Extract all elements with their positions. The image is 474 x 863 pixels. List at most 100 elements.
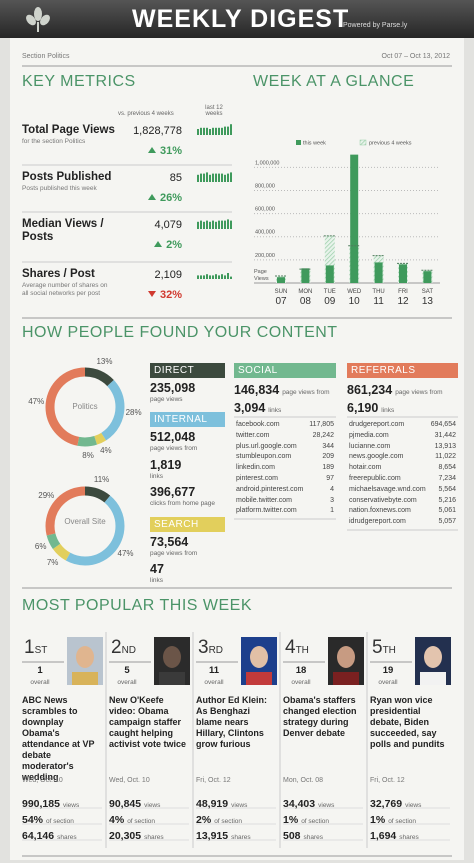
- site-name: platform.twitter.com: [236, 507, 297, 515]
- stat-label: views: [62, 802, 80, 809]
- thumbnail-face: [337, 646, 355, 668]
- metric-value: 85: [169, 172, 182, 184]
- rank-suffix: TH: [382, 645, 396, 656]
- change-arrow: [147, 291, 156, 297]
- section-title: WEEK AT A GLANCE: [253, 73, 415, 90]
- small-label: links: [268, 407, 282, 414]
- donut-label: 28%: [125, 408, 142, 418]
- sparkline-bar: [203, 127, 205, 135]
- donut-segment: [45, 486, 125, 566]
- sparkline-bar: [218, 220, 220, 229]
- sparkline-bar: [212, 220, 214, 229]
- x-date-label: 09: [324, 296, 336, 307]
- donut-center-label: Overall Site: [64, 517, 106, 526]
- sparkline-bar: [221, 173, 223, 182]
- site-views: 97: [326, 475, 334, 482]
- sparkline-bar: [212, 275, 214, 279]
- x-date-label: 08: [300, 296, 312, 307]
- bar: [325, 265, 334, 283]
- stat-label: of section: [214, 818, 243, 825]
- sparkline-bar: [215, 173, 217, 182]
- legend-label: previous 4 weeks: [369, 141, 412, 147]
- bar: [374, 262, 383, 283]
- sparkline-bar: [200, 275, 202, 279]
- source-row: 3,094 links: [234, 399, 281, 417]
- section-title: HOW PEOPLE FOUND YOUR CONTENT: [22, 324, 338, 341]
- metric-value: 2,109: [154, 269, 182, 281]
- sparkline-bar: [206, 127, 208, 135]
- post-stat: 1,694 shares: [370, 826, 419, 844]
- post-stat: 48,919 views: [196, 794, 247, 812]
- big-number: 146,834: [234, 383, 280, 397]
- metric-label-box: Shares / Post Average number of shares on…: [22, 268, 122, 297]
- sparkline-bar: [224, 174, 226, 182]
- stat-label: shares: [231, 834, 251, 841]
- rank: 5TH: [372, 637, 396, 659]
- donut-segment: [45, 367, 125, 447]
- bar: [277, 277, 285, 283]
- site-views: 5,216: [438, 496, 456, 504]
- change-arrow: [147, 147, 156, 153]
- legend-swatch: [359, 139, 367, 146]
- donut-label: 47%: [117, 548, 134, 558]
- big-number: 73,564: [150, 535, 189, 549]
- post-stat: 1% of section: [370, 810, 416, 828]
- site-name: android.pinterest.com: [236, 485, 304, 493]
- section-dates: Oct 07 – Oct 13, 2012: [381, 53, 451, 60]
- overall-label: overall: [117, 679, 137, 686]
- legend-swatch: [296, 140, 301, 145]
- stat-label: of section: [127, 818, 156, 825]
- donut-segment: [45, 367, 125, 447]
- overall-rank: 18: [295, 665, 307, 676]
- sparkline-bar: [212, 173, 214, 182]
- sparkline-bar: [209, 275, 211, 279]
- site-name: plus.url.google.com: [236, 442, 297, 450]
- site-views: 5,564: [438, 485, 456, 493]
- big-number: 512,048: [150, 430, 196, 444]
- big-number: 235,098: [150, 381, 196, 395]
- small-label: links: [381, 407, 395, 414]
- stat-value: 90,845: [109, 798, 142, 810]
- rank-number: 1: [24, 637, 35, 658]
- x-day-label: THU: [372, 289, 384, 295]
- site-name: lucianne.com: [349, 442, 391, 450]
- post-title: New O'Keefe video: Obama campaign staffe…: [109, 695, 187, 749]
- rank-suffix: TH: [295, 645, 309, 656]
- sparkline-bar: [218, 173, 220, 182]
- big-number: 861,234: [347, 383, 393, 397]
- source-header: DIRECT: [150, 363, 225, 378]
- sparkline-bar: [197, 221, 199, 229]
- thumbnail-detail: [333, 672, 359, 685]
- stat-value: 1,694: [370, 830, 397, 842]
- site-name: news.google.com: [349, 453, 404, 461]
- x-date-label: 13: [422, 296, 434, 307]
- metric-value: 1,828,778: [133, 125, 182, 137]
- big-number: 6,190: [347, 401, 379, 415]
- post-title: Author Ed Klein: As Benghazi blame nears…: [196, 695, 267, 749]
- donut-label: 7%: [46, 557, 59, 567]
- sparkline-bar: [224, 220, 226, 229]
- donut-label: 11%: [93, 474, 110, 484]
- stat-value: 48,919: [196, 798, 229, 810]
- donut-center-label: Politics: [72, 402, 98, 411]
- site-name: mobile.twitter.com: [236, 496, 293, 504]
- site-views: 694,654: [430, 421, 456, 428]
- stat-value: 1%: [283, 814, 299, 826]
- site-views: 3: [330, 496, 334, 504]
- separators: [22, 65, 452, 857]
- site-views: 117,805: [309, 421, 334, 428]
- post-stat: 32,769 views: [370, 794, 421, 812]
- sparkline-bar: [227, 219, 229, 229]
- post-stat: 54% of section: [22, 810, 74, 828]
- x-date-label: 10: [349, 296, 361, 307]
- y-tick-label: 1,000,000: [255, 160, 279, 166]
- small-label: page views from: [150, 550, 198, 557]
- metric-change: 2%: [120, 239, 182, 251]
- change-arrow: [154, 241, 163, 247]
- small-label: page views from: [395, 389, 443, 396]
- sparkline-bar: [230, 172, 232, 182]
- post-stat: 4% of section: [109, 810, 155, 828]
- metric-label: Median Views / Posts: [22, 218, 104, 243]
- source-row: 146,834 page views from: [234, 381, 330, 399]
- change-value: 31%: [159, 145, 182, 157]
